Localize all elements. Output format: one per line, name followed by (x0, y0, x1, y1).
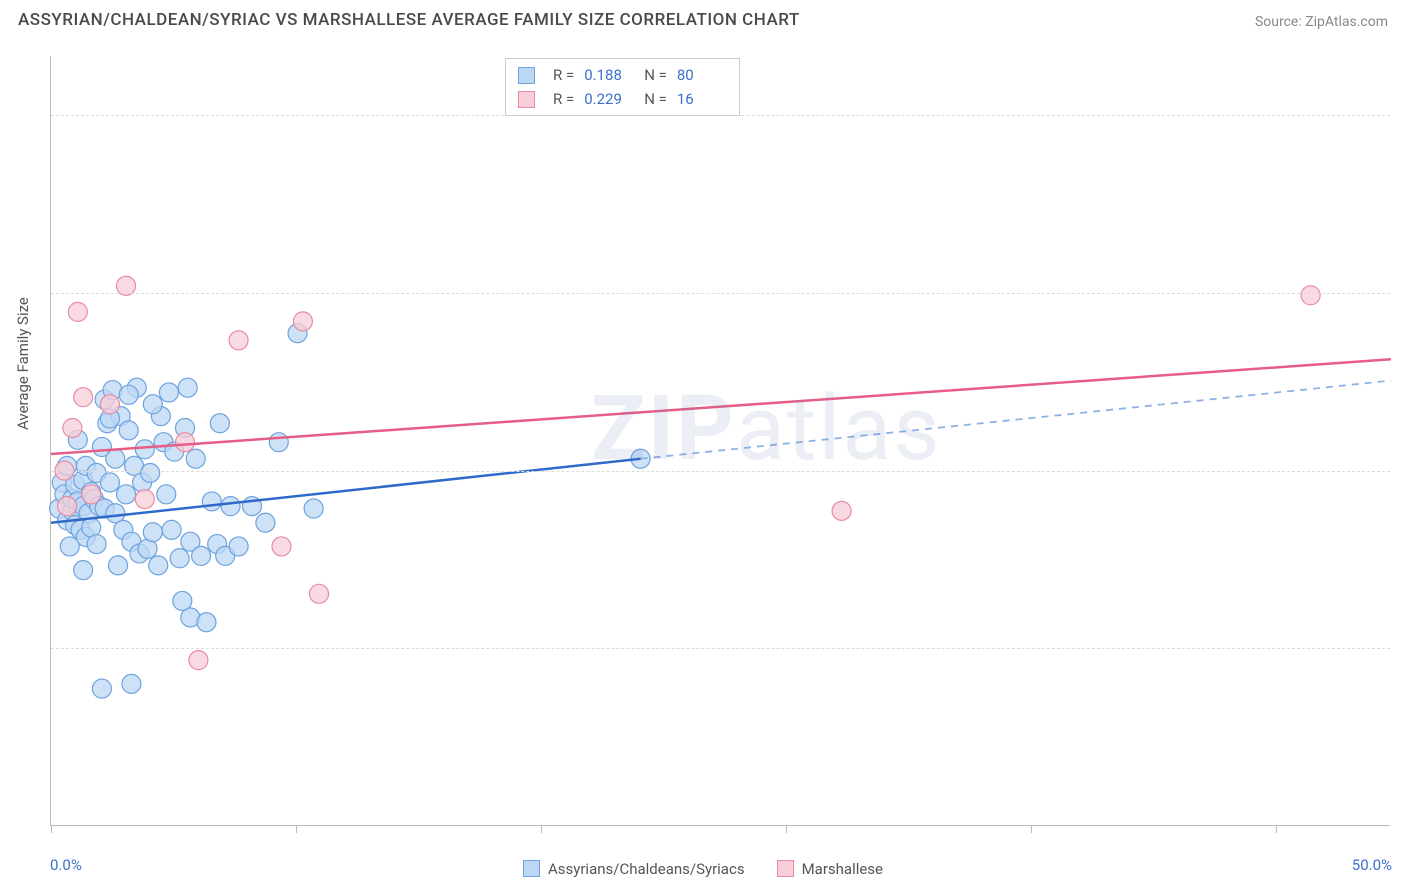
x-tick (1031, 825, 1032, 833)
x-tick (296, 825, 297, 833)
data-point (170, 549, 189, 568)
y-tick-label: 3.50 (1398, 461, 1406, 479)
chart-svg (51, 56, 1390, 825)
data-point (143, 395, 162, 414)
data-point (87, 535, 106, 554)
data-point (189, 651, 208, 670)
legend-row: R = 0.229 N = 16 (518, 87, 727, 111)
data-point (143, 523, 162, 542)
data-point (100, 473, 119, 492)
legend-n-label: N = (644, 63, 667, 87)
legend-n-value: 16 (677, 87, 727, 111)
data-point (202, 492, 221, 511)
legend-n-value: 80 (677, 63, 727, 87)
data-point (82, 485, 101, 504)
x-tick (1276, 825, 1277, 833)
grid-line (51, 648, 1390, 649)
legend-swatch (518, 67, 535, 84)
legend-n-label: N = (644, 87, 667, 111)
data-point (74, 388, 93, 407)
plot-area: ZIPatlas 2.753.504.255.00R =0.188N =80R … (50, 56, 1390, 826)
data-point (197, 613, 216, 632)
legend-r-value: 0.188 (584, 63, 634, 87)
legend-item: Assyrians/Chaldeans/Syriacs (523, 860, 745, 878)
data-point (149, 556, 168, 575)
data-point (122, 674, 141, 693)
data-point (68, 302, 87, 321)
data-point (221, 497, 240, 516)
data-point (178, 378, 197, 397)
x-tick (51, 825, 52, 833)
legend-swatch (518, 91, 535, 108)
legend-swatch (523, 860, 540, 877)
data-point (63, 418, 82, 437)
data-point (135, 440, 154, 459)
x-tick (541, 825, 542, 833)
source-label: Source: ZipAtlas.com (1255, 14, 1388, 30)
legend-row: R = 0.188 N = 80 (518, 63, 727, 87)
legend-r-label: R = (553, 87, 574, 111)
data-point (229, 331, 248, 350)
data-point (269, 433, 288, 452)
y-tick-label: 2.75 (1398, 638, 1406, 656)
x-tick (786, 825, 787, 833)
legend-label: Marshallese (802, 860, 883, 878)
data-point (119, 421, 138, 440)
data-point (272, 537, 291, 556)
data-point (229, 537, 248, 556)
data-point (186, 449, 205, 468)
data-point (92, 679, 111, 698)
data-point (100, 395, 119, 414)
legend-label: Assyrians/Chaldeans/Syriacs (548, 860, 745, 878)
legend-item: Marshallese (777, 860, 883, 878)
data-point (304, 499, 323, 518)
grid-line (51, 293, 1390, 294)
data-point (117, 485, 136, 504)
data-point (141, 463, 160, 482)
data-point (106, 449, 125, 468)
trend-line-dashed (641, 381, 1391, 459)
data-point (293, 312, 312, 331)
y-axis-label: Average Family Size (14, 297, 32, 430)
data-point (162, 520, 181, 539)
data-point (310, 584, 329, 603)
data-point (832, 501, 851, 520)
data-point (256, 513, 275, 532)
legend-r-value: 0.229 (584, 87, 634, 111)
data-point (74, 561, 93, 580)
trend-line (51, 359, 1391, 454)
bottom-legend: Assyrians/Chaldeans/Syriacs Marshallese (0, 860, 1406, 878)
correlation-legend: R = 0.188 N = 80 R = 0.229 N = 16 (505, 58, 740, 116)
data-point (192, 546, 211, 565)
data-point (109, 556, 128, 575)
data-point (119, 385, 138, 404)
y-tick-label: 5.00 (1398, 105, 1406, 123)
data-point (135, 490, 154, 509)
grid-line (51, 471, 1390, 472)
data-point (1301, 286, 1320, 305)
legend-r-label: R = (553, 63, 574, 87)
data-point (58, 497, 77, 516)
chart-title: ASSYRIAN/CHALDEAN/SYRIAC VS MARSHALLESE … (18, 10, 800, 30)
data-point (173, 591, 192, 610)
data-point (210, 414, 229, 433)
data-point (176, 433, 195, 452)
legend-swatch (777, 860, 794, 877)
data-point (159, 383, 178, 402)
y-tick-label: 4.25 (1398, 283, 1406, 301)
data-point (157, 485, 176, 504)
